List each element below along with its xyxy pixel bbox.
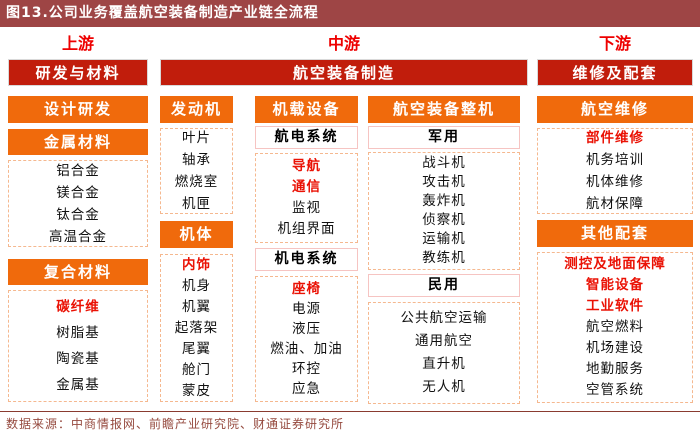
- list-item: 机体维修: [586, 174, 644, 190]
- list-item: 机匣: [182, 196, 211, 212]
- header-complete-aircraft: 航空装备整机: [368, 96, 520, 123]
- list-item: 轴承: [182, 152, 211, 168]
- band-rd-materials: 研发与材料: [8, 59, 148, 86]
- figure-title: 图13.公司业务覆盖航空装备制造产业链全流程: [0, 0, 700, 27]
- list-airframe-parts: 内饰 机身 机翼 起落架 尾翼 舱门 蒙皮: [160, 254, 233, 402]
- list-electromechanical: 座椅 电源 液压 燃油、加油 环控 应急: [255, 276, 358, 402]
- list-item: 通用航空: [415, 333, 473, 349]
- list-item: 机务培训: [586, 152, 644, 168]
- list-item: 起落架: [174, 319, 219, 336]
- header-other-support: 其他配套: [537, 220, 693, 247]
- list-item: 树脂基: [56, 325, 100, 341]
- list-item-highlight: 碳纤维: [56, 299, 100, 315]
- header-airframe: 机体: [160, 221, 233, 248]
- list-item: 陶瓷基: [56, 351, 100, 367]
- list-item-highlight: 内饰: [182, 256, 211, 273]
- list-item: 运输机: [422, 231, 466, 247]
- list-item-highlight: 部件维修: [586, 130, 644, 146]
- subheader-avionics-system: 航电系统: [255, 126, 358, 149]
- list-item: 高温合金: [49, 228, 107, 245]
- list-item: 液压: [292, 321, 321, 337]
- list-item: 蒙皮: [182, 382, 211, 399]
- list-repair-services: 部件维修 机务培训 机体维修 航材保障: [537, 128, 693, 214]
- stage-label-midstream: 中游: [327, 34, 360, 53]
- stage-label-downstream: 下游: [598, 34, 631, 53]
- list-avionics: 导航 通信 监视 机组界面: [255, 153, 358, 243]
- list-item: 应急: [292, 381, 321, 397]
- list-item: 叶片: [182, 130, 211, 146]
- list-other-support: 测控及地面保障 智能设备 工业软件 航空燃料 机场建设 地勤服务 空管系统: [537, 252, 693, 403]
- list-item: 燃烧室: [174, 174, 219, 190]
- subheader-military: 军用: [368, 126, 520, 149]
- list-composite-materials: 碳纤维 树脂基 陶瓷基 金属基: [8, 290, 148, 402]
- list-item-highlight: 测控及地面保障: [564, 256, 666, 272]
- footer-divider-line: [0, 411, 700, 412]
- list-metal-materials: 铝合金 镁合金 钛合金 高温合金: [8, 160, 148, 247]
- list-item: 轰炸机: [422, 193, 466, 209]
- header-airborne-equipment: 机载设备: [255, 96, 358, 123]
- list-item: 公共航空运输: [400, 310, 488, 326]
- list-item: 侦察机: [422, 212, 466, 228]
- header-metal-materials: 金属材料: [8, 129, 148, 155]
- list-item-highlight: 座椅: [292, 281, 321, 297]
- list-item: 环控: [292, 361, 321, 377]
- subheader-civil: 民用: [368, 274, 520, 297]
- list-item: 钛合金: [56, 206, 100, 223]
- header-engine: 发动机: [160, 96, 233, 123]
- list-item: 战斗机: [422, 155, 466, 171]
- source-note: 数据来源：中商情报网、前瞻产业研究院、财通证券研究所: [6, 417, 345, 431]
- list-item: 无人机: [422, 379, 466, 395]
- header-composite-materials: 复合材料: [8, 259, 148, 285]
- stage-label-upstream: 上游: [61, 34, 94, 53]
- list-item: 机组界面: [277, 221, 336, 237]
- list-item: 铝合金: [56, 162, 100, 179]
- list-item: 航材保障: [586, 196, 644, 212]
- list-engine-parts: 叶片 轴承 燃烧室 机匣: [160, 128, 233, 214]
- list-item-highlight: 工业软件: [586, 298, 644, 314]
- list-item-highlight: 智能设备: [586, 277, 644, 293]
- list-item: 机翼: [182, 298, 211, 315]
- list-item: 教练机: [422, 250, 466, 266]
- list-item: 直升机: [422, 356, 466, 372]
- list-item: 舱门: [182, 361, 211, 378]
- list-item: 空管系统: [586, 382, 644, 398]
- header-design-rd: 设计研发: [8, 96, 148, 123]
- list-item-highlight: 导航: [292, 158, 321, 174]
- list-item: 金属基: [56, 377, 100, 393]
- list-item: 监视: [292, 200, 321, 216]
- list-item: 机身: [182, 277, 211, 294]
- header-aviation-repair: 航空维修: [537, 96, 693, 123]
- band-aviation-equipment-manufacturing: 航空装备制造: [160, 59, 528, 86]
- list-military-aircraft: 战斗机 攻击机 轰炸机 侦察机 运输机 教练机: [368, 152, 520, 270]
- list-item-highlight: 通信: [292, 179, 321, 195]
- list-item: 攻击机: [422, 174, 466, 190]
- band-maintenance-support: 维修及配套: [537, 59, 693, 86]
- list-item: 燃油、加油: [270, 341, 343, 357]
- list-item: 电源: [292, 301, 321, 317]
- subheader-electromechanical-system: 机电系统: [255, 248, 358, 271]
- list-item: 镁合金: [56, 184, 100, 201]
- list-civil-aviation: 公共航空运输 通用航空 直升机 无人机: [368, 302, 520, 404]
- list-item: 尾翼: [182, 340, 211, 357]
- list-item: 机场建设: [586, 340, 644, 356]
- list-item: 地勤服务: [586, 361, 644, 377]
- list-item: 航空燃料: [586, 319, 644, 335]
